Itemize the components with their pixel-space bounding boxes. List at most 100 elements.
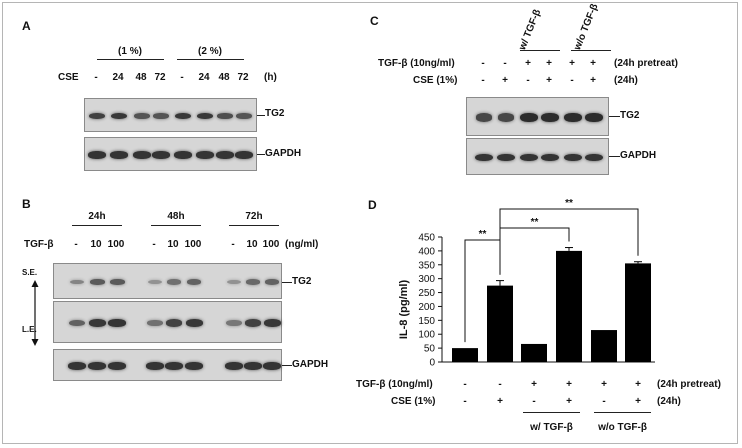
panel-d-tgfb-value: -	[498, 379, 502, 390]
panel-b-le-band-7	[226, 319, 242, 326]
chart-bar	[625, 263, 651, 362]
panel-d-tgfb-row-label: TGF-β (10ng/ml)	[356, 379, 433, 390]
panel-b-time-bracket	[151, 225, 201, 226]
panel-a-tg2-label: TG2	[265, 108, 285, 119]
panel-c-tg2-band-2	[497, 113, 515, 122]
chart-significance-bracket	[499, 208, 639, 275]
panel-c-tg2-band-4	[541, 113, 559, 122]
panel-a-lane-label: -	[180, 72, 184, 83]
panel-b-tg2-long-exposure-blot	[53, 301, 282, 343]
panel-d-cse-value: +	[566, 396, 572, 407]
panel-b-gapdh-band-7	[225, 362, 243, 370]
panel-d-tgfb-value: +	[635, 379, 641, 390]
panel-d-cse-value: -	[463, 396, 467, 407]
panel-a-gapdh-band-7	[216, 151, 234, 159]
panel-a-lane-label: 48	[135, 72, 147, 83]
chart-bar	[521, 343, 547, 362]
panel-d-cse-value: +	[635, 396, 641, 407]
panel-b-se-band-6	[186, 279, 202, 285]
panel-c-cse-value: +	[502, 75, 508, 86]
panel-b-le-band-8	[244, 319, 262, 327]
panel-a-tg2-band-8	[236, 113, 252, 119]
panel-a-unit: (h)	[264, 72, 277, 83]
panel-b-time-label: 24h	[88, 211, 106, 222]
panel-a-tg2-band-1	[89, 112, 105, 120]
chart-bar	[487, 285, 513, 362]
panel-c-gapdh-band-1	[475, 153, 493, 162]
panel-b-gapdh-blot	[53, 349, 282, 381]
panel-b-le-band-2	[88, 319, 106, 327]
panel-d-tgfb-value: +	[566, 379, 572, 390]
panel-c-tgfb-value: +	[590, 58, 596, 69]
panel-b-time-label: 48h	[167, 211, 185, 222]
panel-a-gapdh-band-1	[88, 151, 106, 159]
panel-c-tgfb-value: +	[546, 58, 552, 69]
panel-a-gapdh-band-4	[152, 151, 170, 159]
panel-b-unit: (ng/ml)	[285, 239, 319, 250]
panel-a-lane-label: 24	[112, 72, 124, 83]
panel-b-dose-label: -	[152, 239, 156, 250]
panel-a-lane-label: 72	[154, 72, 166, 83]
panel-c-gapdh-blot	[466, 138, 609, 175]
panel-b-dose-label: -	[74, 239, 78, 250]
chart-significance-label: **	[565, 198, 573, 209]
panel-d-with-tgfb-label: w/ TGF-β	[530, 422, 573, 433]
panel-d-without-tgfb-bracket	[594, 412, 651, 413]
panel-b-tg2-label: TG2	[292, 276, 312, 287]
panel-a-group-1pct: (1 %)	[118, 46, 142, 57]
panel-b-le-band-9	[263, 319, 281, 327]
panel-a-tg2-band-4	[153, 113, 169, 119]
panel-b-dose-label: 100	[107, 239, 125, 250]
chart-y-tick-label: 0	[429, 358, 435, 369]
panel-a-group-2pct: (2 %)	[198, 46, 222, 57]
panel-b-tgfb-label: TGF-β	[24, 239, 54, 250]
panel-b-le-band-6	[185, 319, 203, 327]
chart-y-tick-label: 350	[418, 260, 435, 271]
panel-a-gapdh-label: GAPDH	[265, 148, 302, 159]
panel-c-gapdh-band-5	[564, 153, 582, 162]
panel-d-tgfb-value: -	[463, 379, 467, 390]
chart-y-tick-label: 100	[418, 330, 435, 341]
panel-b-exposure-arrow	[31, 280, 39, 346]
chart-y-tick-label: 450	[418, 233, 435, 244]
panel-a-lane-label: 48	[218, 72, 230, 83]
panel-d-cse-value: -	[532, 396, 536, 407]
panel-c-tgfb-value: -	[481, 58, 485, 69]
chart-bar	[591, 330, 617, 362]
panel-a-lane-label: -	[94, 72, 98, 83]
panel-c-cse-value: +	[546, 75, 552, 86]
panel-c-gapdh-label: GAPDH	[620, 150, 657, 161]
chart-y-tick-label: 400	[418, 246, 435, 257]
panel-b-le-band-5	[165, 319, 183, 327]
panel-d-tgfb-value: +	[601, 379, 607, 390]
panel-d-cse-value: -	[602, 396, 606, 407]
panel-b-dose-label: 100	[262, 239, 280, 250]
panel-c-cse-value: +	[590, 75, 596, 86]
panel-b-dose-label: -	[231, 239, 235, 250]
chart-y-tick-label: 150	[418, 316, 435, 327]
panel-b-se-band-9	[264, 279, 280, 285]
panel-a-tg2-band-6	[197, 112, 213, 120]
panel-c-tg2-band-6	[585, 113, 603, 122]
panel-c-tg2-band-3	[520, 113, 538, 122]
chart-significance-label: **	[479, 229, 487, 240]
panel-c-gapdh-band-6	[585, 153, 603, 162]
panel-b-se-band-7	[227, 279, 241, 285]
panel-b-se-label: S.E.	[22, 268, 38, 277]
panel-b-gapdh-band-1	[68, 362, 86, 370]
panel-a-tg2-blot	[84, 98, 257, 132]
panel-c-tgfb-value: -	[503, 58, 507, 69]
panel-c-tgfb-value: +	[569, 58, 575, 69]
panel-d-with-tgfb-bracket	[523, 412, 580, 413]
panel-b-dose-label: 100	[184, 239, 202, 250]
panel-a-lane-label: 72	[237, 72, 249, 83]
panel-c-without-tgfb-bracket	[571, 50, 611, 51]
panel-a-gapdh-band-3	[133, 151, 151, 159]
panel-b-se-band-2	[89, 279, 105, 285]
panel-b-gapdh-label: GAPDH	[292, 359, 329, 370]
panel-b-gapdh-tick	[282, 365, 292, 366]
panel-b-gapdh-band-2	[88, 362, 106, 370]
panel-c-tg2-band-1	[475, 113, 493, 122]
